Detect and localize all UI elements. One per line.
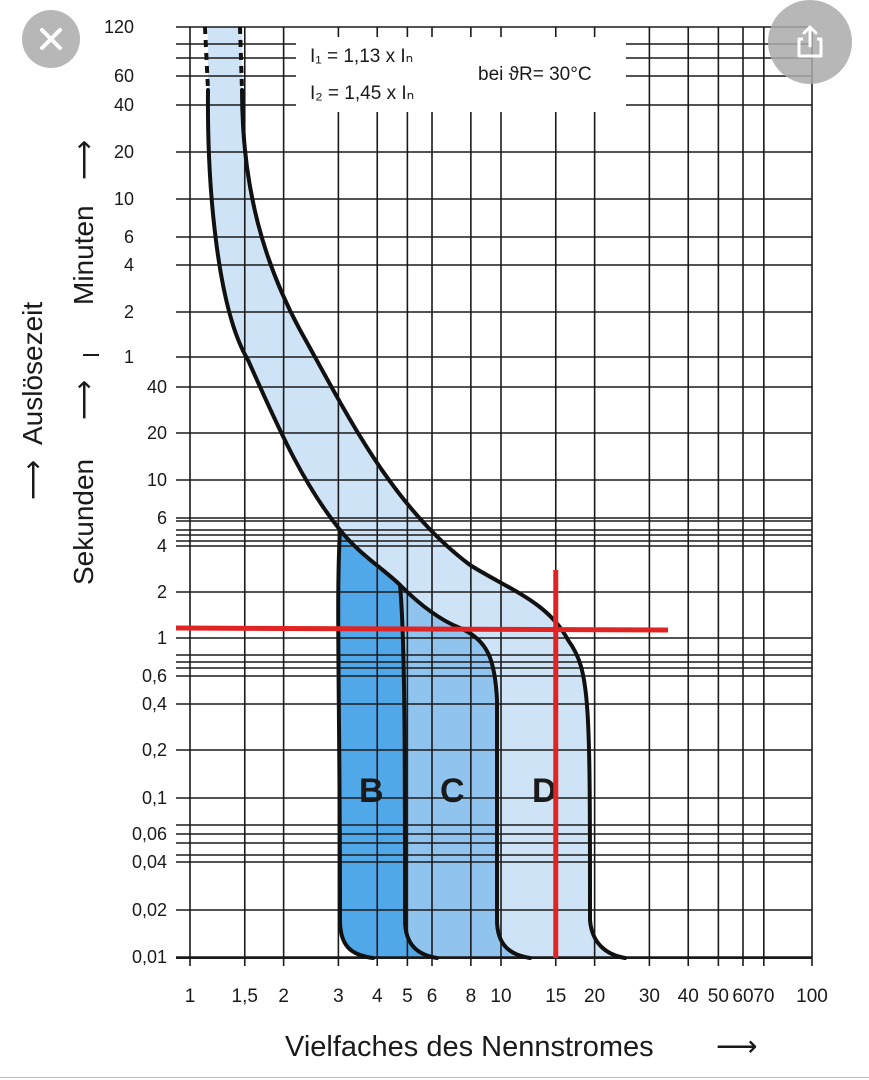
curve-d-label: D (532, 772, 557, 810)
curve-upper-dashed (238, 26, 244, 91)
curve-upper-thermal-line (240, 88, 627, 960)
y-tick-label-seconds: 2 (157, 582, 167, 602)
curve-d-inner-line (398, 583, 532, 960)
share-button[interactable] (768, 0, 852, 84)
curve-b-label: B (359, 772, 384, 810)
x-tick-label: 10 (490, 986, 511, 1007)
y-tick-label-minutes: 120 (104, 17, 134, 37)
note-temperature: bei ϑR= 30°C (478, 64, 592, 85)
y-tick-label-minutes: 6 (124, 227, 134, 247)
curve-d-region (207, 27, 626, 958)
y-tick-label-seconds: 0,6 (142, 666, 167, 686)
bottom-divider (0, 1077, 869, 1078)
y-tick-label-seconds: 1 (157, 628, 167, 648)
note-i2: I₂ = 1,45 x Iₙ (310, 83, 414, 104)
x-tick-label: 40 (678, 986, 699, 1007)
y-tick-label-seconds: 0,04 (132, 852, 167, 872)
curve-lines (203, 26, 627, 960)
x-axis-title: Vielfaches des Nennstromes (285, 1031, 654, 1063)
note-i1: I₁ = 1,13 x Iₙ (310, 46, 413, 67)
x-tick-label: 50 (708, 986, 729, 1007)
y-tick-label-minutes: 4 (124, 255, 134, 275)
y-tick-label-minutes: 60 (114, 66, 134, 86)
y-tick-label-seconds: 10 (147, 470, 167, 490)
red-horizontal-marker (175, 625, 669, 633)
y-tick-label-seconds: 6 (157, 508, 167, 528)
y-tick-label-seconds: 20 (147, 423, 167, 443)
y-tick-label-seconds: 0,01 (132, 947, 167, 967)
curve-b-line (205, 88, 375, 960)
y-tick-label-seconds: 4 (157, 536, 167, 556)
tick-labels: 1 1,5 2 3 4 5 6 8 10 15 20 30 40 50 60 70 10012060402010… (104, 17, 828, 1007)
x-tick-label: 1 (185, 986, 196, 1007)
y-tick-label-minutes: 20 (114, 142, 134, 162)
curve-lower-dashed (203, 26, 210, 91)
y-tick-label-seconds: 0,4 (142, 694, 167, 714)
y-axis-minutes-arrow: ⟶ (68, 140, 99, 180)
y-tick-label-seconds: 0,1 (142, 788, 167, 808)
y-tick-label-minutes: 10 (114, 189, 134, 209)
x-tick-label: 20 (584, 986, 605, 1007)
y-axis-seconds-label: Sekunden (68, 459, 99, 585)
y-axis-seconds-arrow: ⟶ (68, 380, 99, 420)
y-axis-minutes-label: Minuten (68, 205, 99, 305)
x-tick-label: 2 (278, 986, 289, 1007)
share-icon (797, 25, 823, 58)
y-tick-label-seconds: 40 (147, 377, 167, 397)
curve-b-region (338, 530, 437, 958)
x-tick-label: 60 (732, 986, 753, 1007)
x-tick-label: 8 (466, 986, 477, 1007)
y-tick-label-minutes: 1 (124, 347, 134, 367)
x-tick-label: 6 (427, 986, 438, 1007)
y-tick-label-minutes: 40 (114, 95, 134, 115)
y-tick-label-minutes: 2 (124, 302, 134, 322)
x-tick-label: 100 (796, 986, 828, 1007)
chart-grid (176, 26, 813, 966)
x-tick-label: 1,5 (232, 986, 258, 1007)
x-tick-label: 3 (333, 986, 344, 1007)
y-axis-title: Auslösezeit (17, 302, 48, 445)
note-box (296, 37, 626, 112)
close-icon (40, 28, 62, 50)
y-tick-label-seconds: 0,02 (132, 900, 167, 920)
curve-regions (207, 27, 626, 958)
x-tick-label: 70 (753, 986, 774, 1007)
close-button[interactable] (22, 10, 80, 68)
curve-c-line (338, 528, 439, 960)
y-tick-label-seconds: 0,06 (132, 824, 167, 844)
y-tick-label-seconds: 0,2 (142, 740, 167, 760)
x-tick-label: 15 (545, 986, 566, 1007)
x-axis-arrow: ⟶ (716, 1031, 758, 1063)
x-tick-label: 30 (639, 986, 660, 1007)
x-tick-label: 4 (372, 986, 383, 1007)
y-axis-arrow-1: ⟶ (17, 460, 48, 500)
x-tick-label: 5 (402, 986, 413, 1007)
curve-c-label: C (440, 772, 465, 810)
